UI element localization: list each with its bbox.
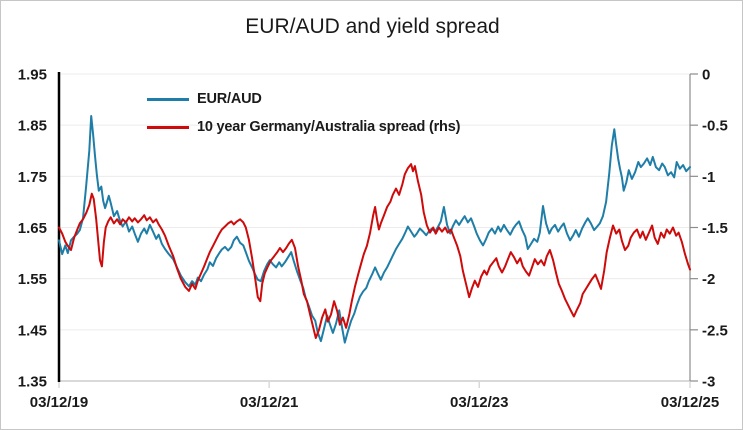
left-axis-label: 1.45 (18, 322, 47, 339)
right-axis-label: -1.5 (702, 220, 728, 237)
right-axis-label: -0.5 (702, 118, 728, 135)
x-axis-label: 03/12/19 (30, 394, 88, 411)
right-axis-label: 0 (702, 67, 710, 84)
left-axis-label: 1.65 (18, 220, 47, 237)
legend-label-spread: 10 year Germany/Australia spread (rhs) (197, 119, 461, 135)
legend-item-spread: 10 year Germany/Australia spread (rhs) (147, 113, 460, 141)
chart-legend: EUR/AUD 10 year Germany/Australia spread… (147, 85, 460, 141)
right-axis-label: -1 (702, 169, 715, 186)
legend-swatch-eur-aud (147, 97, 189, 101)
left-axis-label: 1.55 (18, 271, 47, 288)
x-axis-label: 03/12/21 (240, 394, 298, 411)
right-axis-label: -3 (702, 374, 715, 391)
right-axis-label: -2 (702, 271, 715, 288)
left-axis-label: 1.85 (18, 118, 47, 135)
left-axis-label: 1.95 (18, 67, 47, 84)
legend-label-eur-aud: EUR/AUD (197, 91, 262, 107)
x-axis-label: 03/12/23 (450, 394, 508, 411)
series-line-spread (58, 163, 691, 339)
series-line-eur-aud (58, 115, 691, 344)
right-axis-label: -2.5 (702, 322, 728, 339)
x-axis-label: 03/12/25 (661, 394, 719, 411)
chart-title: EUR/AUD and yield spread (245, 15, 500, 38)
legend-swatch-spread (147, 125, 189, 129)
left-axis-label: 1.75 (18, 169, 47, 186)
left-axis-label: 1.35 (18, 374, 47, 391)
legend-item-eur-aud: EUR/AUD (147, 85, 460, 113)
